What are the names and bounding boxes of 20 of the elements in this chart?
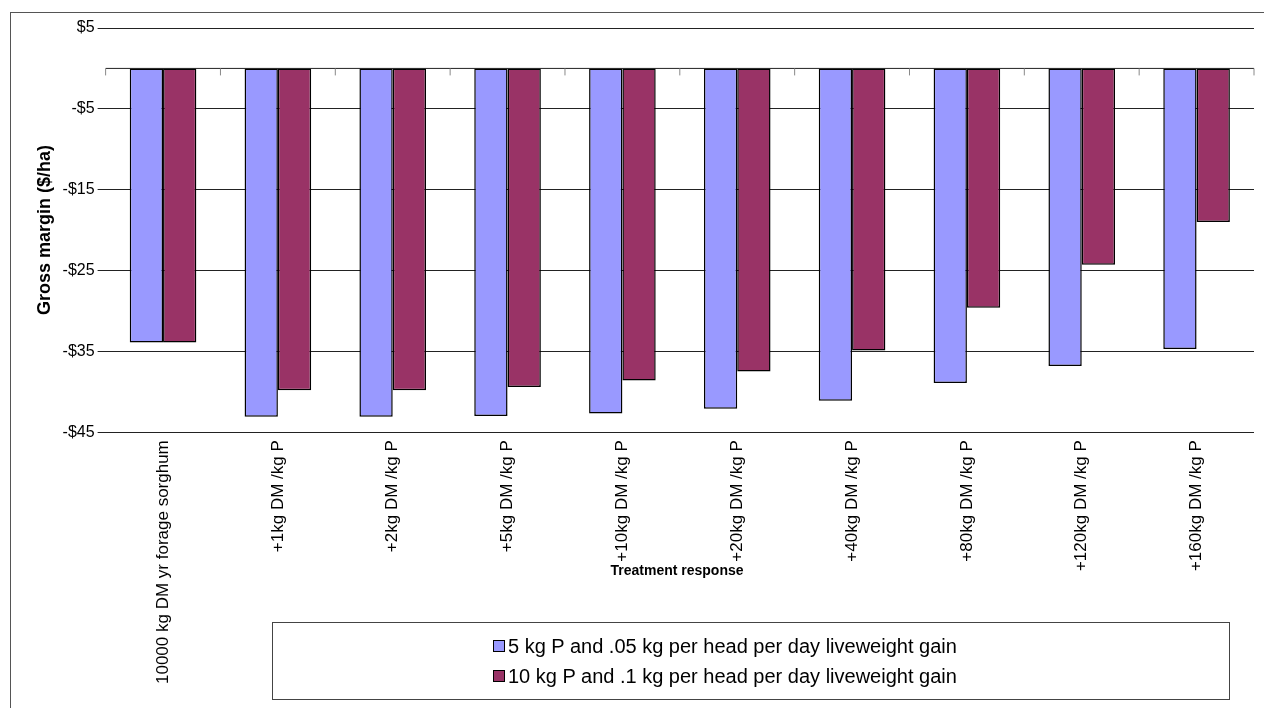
x-tick-label: +2kg DM /kg P [382,440,402,553]
x-tick-label: +160kg DM /kg P [1186,440,1206,572]
x-tick-label: +80kg DM /kg P [956,440,976,562]
y-tick-label: -$25 [62,260,95,278]
x-tick-label: +5kg DM /kg P [497,440,517,553]
y-tick-label: $5 [76,18,95,36]
legend-label: 5 kg P and .05 kg per head per day liveweight gain [508,634,957,658]
x-tick-label: 10000 kg DM yr forage sorghum [152,440,172,685]
y-axis-title: Gross margin ($/ha) [33,145,54,316]
legend-label: 10 kg P and .1 kg per head per day liveweight gain [508,664,957,688]
x-tick-label: +20kg DM /kg P [726,440,746,562]
x-tick-label: +40kg DM /kg P [841,440,861,562]
x-tick-label: +10kg DM /kg P [612,440,632,562]
y-tick-label: -$15 [62,180,95,198]
y-tick-label: -$5 [71,99,95,117]
x-axis-title: Treatment response [610,562,744,578]
x-tick-label: +120kg DM /kg P [1071,440,1091,572]
x-tick-label: +1kg DM /kg P [267,440,287,553]
y-tick-label: -$45 [62,422,95,440]
y-tick-label: -$35 [62,341,95,359]
